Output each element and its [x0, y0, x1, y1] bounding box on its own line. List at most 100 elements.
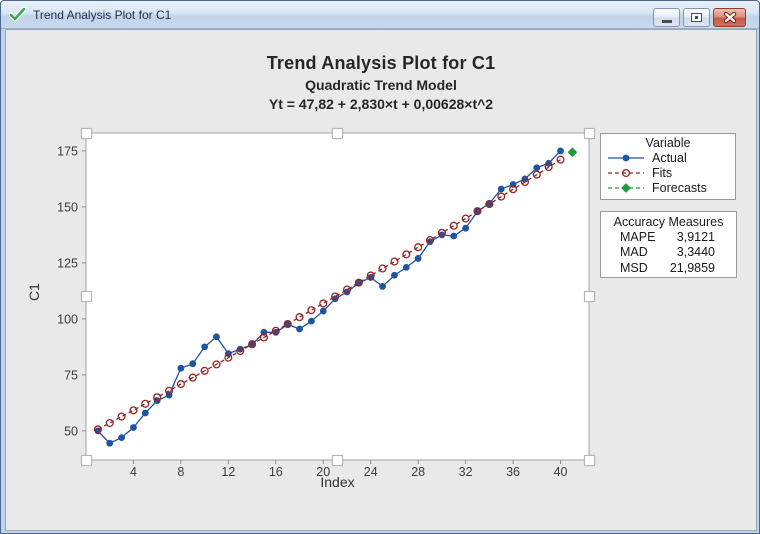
data-point[interactable]	[402, 250, 411, 259]
x-tick-label: 32	[459, 465, 473, 479]
legend-box[interactable]: Variable Actual Fits Forecasts	[600, 133, 736, 200]
data-point[interactable]	[141, 409, 149, 417]
data-point[interactable]	[118, 434, 125, 442]
minimize-button[interactable]	[653, 8, 680, 27]
data-point[interactable]	[331, 292, 340, 301]
data-point[interactable]	[141, 399, 150, 408]
data-point[interactable]	[248, 340, 257, 349]
close-button[interactable]	[713, 8, 746, 27]
figure-area[interactable]: Trend Analysis Plot for C1 Quadratic Tre…	[6, 30, 756, 530]
selection-handle[interactable]	[583, 454, 595, 466]
legend-label: Fits	[652, 165, 673, 180]
x-tick-label: 8	[177, 465, 184, 479]
legend-entry-forecasts[interactable]: Forecasts	[601, 180, 735, 195]
selection-handle[interactable]	[80, 291, 92, 302]
data-point[interactable]	[130, 424, 137, 431]
data-point[interactable]	[319, 299, 328, 308]
data-point[interactable]	[544, 162, 553, 172]
data-point[interactable]	[462, 224, 470, 232]
data-point[interactable]	[105, 418, 114, 428]
close-icon	[723, 11, 736, 24]
data-point[interactable]	[366, 271, 375, 280]
restore-button[interactable]	[683, 8, 710, 27]
accuracy-measures-box[interactable]: Accuracy Measures MAPE 3,9121 MAD 3,3440…	[600, 211, 737, 278]
data-point[interactable]	[176, 380, 185, 389]
data-point[interactable]	[622, 154, 630, 161]
data-point[interactable]	[164, 386, 174, 395]
data-point[interactable]	[224, 353, 233, 362]
data-point[interactable]	[533, 164, 541, 172]
legend-sample	[608, 168, 644, 177]
x-tick-label: 36	[506, 465, 520, 479]
series-forecasts[interactable]	[567, 147, 578, 158]
selection-handle[interactable]	[332, 127, 343, 139]
data-point[interactable]	[414, 255, 422, 262]
x-tick-label: 12	[221, 465, 235, 479]
plot-canvas[interactable]: 4 8 12 16 20 24 28 32 36 40 50 75 100 125 150 175	[6, 30, 754, 530]
data-point[interactable]	[307, 306, 316, 315]
selection-handle[interactable]	[583, 291, 595, 302]
data-point[interactable]	[621, 168, 631, 177]
data-point[interactable]	[449, 221, 458, 230]
data-point[interactable]	[557, 147, 564, 155]
legend-sample	[608, 182, 644, 193]
data-point[interactable]	[212, 360, 221, 369]
data-point[interactable]	[319, 307, 327, 315]
metric-value: 3,3440	[676, 245, 715, 260]
data-point[interactable]	[271, 326, 280, 335]
data-point[interactable]	[379, 283, 386, 290]
data-point[interactable]	[296, 325, 303, 333]
data-point[interactable]	[473, 207, 482, 216]
data-point[interactable]	[106, 439, 114, 447]
data-point[interactable]	[354, 278, 363, 287]
data-point[interactable]	[450, 232, 458, 240]
selection-handle[interactable]	[80, 127, 92, 139]
data-point[interactable]	[259, 333, 268, 342]
data-point[interactable]	[153, 393, 162, 402]
data-point[interactable]	[390, 257, 399, 266]
data-point[interactable]	[509, 185, 518, 194]
selection-handle[interactable]	[80, 454, 92, 466]
data-point[interactable]	[200, 366, 209, 375]
data-point[interactable]	[331, 295, 339, 303]
legend-entry-fits[interactable]: Fits	[601, 165, 735, 180]
data-point[interactable]	[497, 185, 505, 193]
data-point[interactable]	[189, 360, 197, 368]
data-point[interactable]	[402, 263, 410, 271]
data-point[interactable]	[532, 170, 541, 179]
data-point[interactable]	[567, 147, 578, 158]
data-point[interactable]	[236, 346, 245, 355]
data-point[interactable]	[556, 155, 565, 164]
data-point[interactable]	[621, 182, 631, 193]
selection-handle[interactable]	[332, 454, 343, 466]
titlebar[interactable]: Trend Analysis Plot for C1	[1, 1, 759, 29]
accuracy-row: MAD 3,3440	[601, 245, 736, 261]
series-fits[interactable]	[93, 155, 565, 434]
data-point[interactable]	[414, 243, 423, 252]
data-point[interactable]	[461, 214, 470, 223]
data-point[interactable]	[308, 317, 315, 325]
data-point[interactable]	[342, 285, 352, 294]
data-point[interactable]	[295, 313, 304, 322]
data-point[interactable]	[497, 192, 506, 201]
data-point[interactable]	[117, 412, 126, 421]
data-point[interactable]	[437, 228, 446, 237]
chart-subtitle: Quadratic Trend Model	[305, 77, 457, 93]
minimize-icon	[661, 20, 672, 23]
data-point[interactable]	[129, 406, 138, 415]
x-tick-label: 4	[130, 465, 137, 479]
data-point[interactable]	[485, 199, 494, 209]
data-point[interactable]	[425, 236, 435, 245]
data-point[interactable]	[93, 425, 102, 434]
data-point[interactable]	[378, 264, 387, 273]
data-point[interactable]	[520, 178, 529, 187]
data-point[interactable]	[201, 343, 209, 351]
selection-handle[interactable]	[583, 127, 595, 139]
data-point[interactable]	[391, 271, 398, 279]
data-point[interactable]	[177, 364, 185, 372]
data-point[interactable]	[213, 333, 220, 341]
legend-entry-actual[interactable]: Actual	[601, 150, 735, 165]
data-point[interactable]	[188, 373, 197, 382]
data-point[interactable]	[283, 319, 292, 329]
